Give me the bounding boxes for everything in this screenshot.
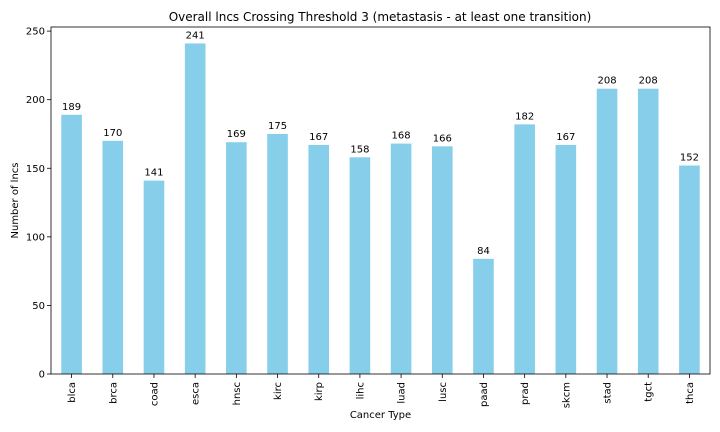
bar-stad [596,88,618,375]
x-tick-label-brca: brca [108,382,119,404]
y-axis: 0 50 100 150 200 250 [26,27,51,381]
x-tick-label-prad: prad [520,382,531,405]
data-label-paad: 84 [477,246,490,257]
x-tick-label-thca: thca [685,382,696,404]
bar-prad [514,124,535,374]
bar-lusc [431,146,453,374]
x-tick-label-esca: esca [191,382,202,405]
data-label-lihc: 158 [350,144,369,155]
bar-hnsc [226,142,247,374]
y-tick-label-100: 100 [26,232,45,243]
data-label-tgct: 208 [639,76,658,87]
bar-blca [61,114,82,374]
y-axis-label: Number of lncs [10,163,21,239]
x-axis-label: Cancer Type [350,410,411,421]
y-tick-label-50: 50 [32,301,45,312]
bar-coad [143,180,165,374]
data-label-brca: 170 [103,128,122,139]
x-tick-label-skcm: skcm [561,382,572,408]
plot-frame [50,26,711,375]
bar-esca [184,43,206,374]
data-label-esca: 241 [186,30,205,41]
bars-group [61,43,700,375]
x-tick-label-luad: luad [397,382,408,404]
bar-brca [102,140,124,374]
data-label-hnsc: 169 [227,129,246,140]
x-tick-label-kirp: kirp [314,382,325,401]
x-tick-label-stad: stad [603,382,614,404]
y-tick-label-250: 250 [26,27,45,38]
y-tick-label-200: 200 [26,95,45,106]
data-label-luad: 168 [392,131,411,142]
data-labels-group: 189 170 141 241 169 175 167 158 168 166 84 182 167 20… [62,30,699,256]
y-tick-label-150: 150 [26,164,45,175]
bar-luad [390,143,412,374]
data-label-stad: 208 [597,76,616,87]
x-tick-label-coad: coad [149,382,160,406]
x-tick-label-lusc: lusc [438,382,449,402]
x-tick-label-hnsc: hnsc [232,382,243,405]
bar-kirc [267,133,288,374]
x-tick-label-lihc: lihc [355,382,366,399]
data-label-coad: 141 [144,168,163,179]
bar-paad [473,258,494,374]
data-label-skcm: 167 [556,132,575,143]
x-tick-label-blca: blca [67,382,78,403]
chart-title: Overall lncs Crossing Threshold 3 (metas… [169,10,592,24]
bar-kirp [308,144,330,374]
bar-skcm [555,144,577,374]
x-tick-label-tgct: tgct [644,382,655,402]
data-label-kirc: 175 [268,121,287,132]
data-label-thca: 152 [680,153,699,164]
x-tick-label-paad: paad [479,382,490,407]
bar-lihc [349,157,371,374]
data-label-prad: 182 [515,111,534,122]
x-axis: blca brca coad esca hnsc kirc kirp lihc luad lusc… [67,374,696,408]
data-label-lusc: 166 [433,133,452,144]
bar-thca [679,165,700,374]
y-tick-label-0: 0 [39,370,45,381]
data-label-blca: 189 [62,102,81,113]
data-label-kirp: 167 [309,132,328,143]
x-tick-label-kirc: kirc [273,382,284,400]
bar-tgct [637,88,659,375]
